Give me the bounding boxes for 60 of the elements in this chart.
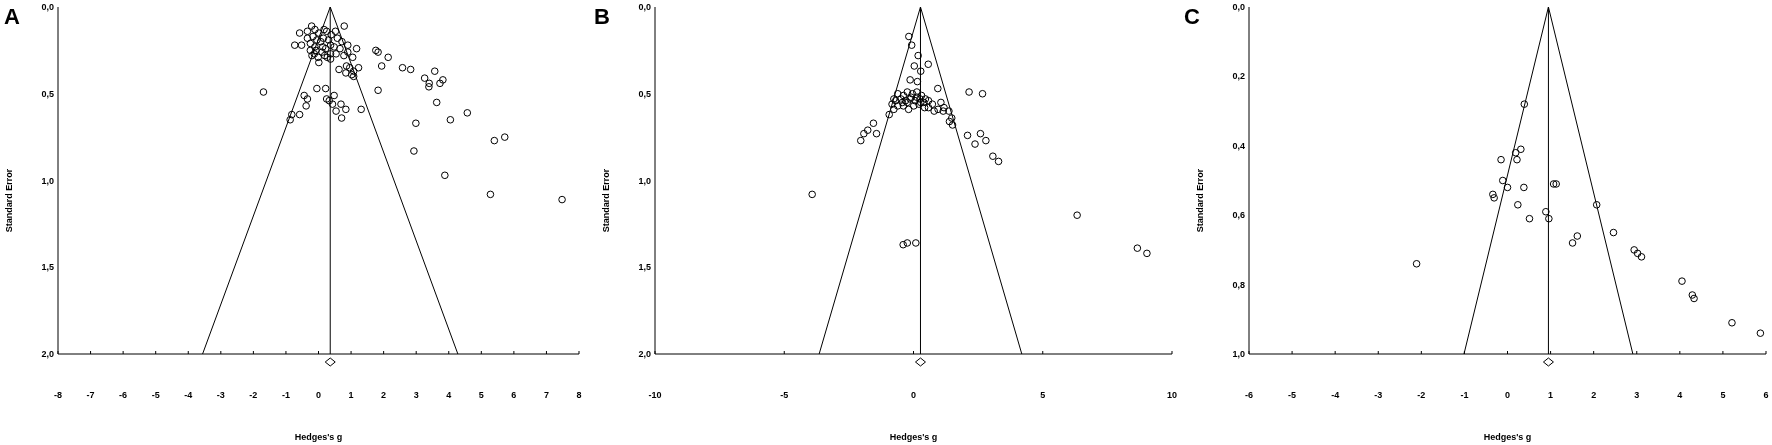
x-tick-label: 1	[1548, 390, 1554, 400]
x-tick-label: 2	[381, 390, 387, 400]
y-axis-title: Standard Error	[1195, 168, 1205, 233]
x-tick-label: 5	[478, 390, 484, 400]
chart-title: C	[1184, 3, 1200, 29]
x-tick-label: -5	[780, 390, 789, 400]
x-tick-label: -3	[216, 390, 225, 400]
y-tick-label: 1,0	[638, 175, 651, 186]
x-tick-label: 10	[1166, 390, 1178, 400]
y-tick-label: 1,5	[638, 262, 651, 273]
y-tick-label: 0,2	[1232, 71, 1245, 82]
x-tick-label: -2	[1417, 390, 1426, 400]
x-tick-label: 0	[910, 390, 917, 400]
y-tick-label: 0,8	[1232, 279, 1245, 290]
x-tick-label: 4	[446, 390, 452, 400]
y-tick-label: 2,0	[41, 349, 54, 359]
x-tick-label: -7	[86, 390, 95, 400]
x-tick-label: -6	[1244, 390, 1254, 400]
x-tick-label: 5	[1040, 390, 1046, 400]
y-tick-label: 1,0	[41, 175, 54, 186]
x-tick-label: 5	[1720, 390, 1726, 400]
x-tick-label: -1	[281, 390, 290, 400]
y-tick-label: 1,0	[1232, 349, 1245, 359]
x-tick-label: 6	[511, 390, 517, 400]
x-tick-label: 0	[315, 390, 322, 400]
y-tick-label: 0,0	[1232, 2, 1245, 12]
chart-title: B	[594, 3, 610, 29]
x-tick-label: -10	[648, 390, 662, 400]
y-tick-label: 0,0	[41, 2, 54, 12]
y-tick-label: 1,5	[41, 262, 54, 273]
x-axis-title: Hedges's g	[1483, 431, 1532, 442]
x-tick-label: 1	[348, 390, 354, 400]
x-tick-label: 8	[576, 390, 582, 400]
y-tick-label: 2,0	[638, 349, 651, 359]
y-tick-label: 0,0	[638, 2, 651, 12]
x-tick-label: -6	[119, 390, 128, 400]
x-tick-label: 0	[1504, 390, 1511, 400]
x-tick-label: -1	[1460, 390, 1469, 400]
x-tick-label: 2	[1591, 390, 1597, 400]
x-tick-label: -5	[151, 390, 160, 400]
x-tick-label: 6	[1763, 390, 1769, 400]
x-tick-label: 3	[413, 390, 419, 400]
x-tick-label: 7	[543, 390, 549, 400]
y-tick-label: 0,4	[1232, 140, 1245, 151]
y-axis-title: Standard Error	[4, 168, 14, 233]
x-tick-label: -8	[53, 390, 63, 400]
chart-title: A	[4, 3, 20, 29]
x-axis-title: Hedges's g	[889, 431, 938, 442]
y-tick-label: 0,5	[41, 88, 54, 99]
x-tick-label: -4	[1331, 390, 1340, 400]
y-tick-label: 0,6	[1232, 210, 1245, 221]
x-tick-label: -4	[184, 390, 193, 400]
y-axis-title: Standard Error	[601, 168, 611, 233]
x-tick-label: -3	[1374, 390, 1383, 400]
x-tick-label: 4	[1677, 390, 1683, 400]
y-tick-label: 0,5	[638, 88, 651, 99]
x-axis-title: Hedges's g	[294, 431, 343, 442]
x-tick-label: 3	[1634, 390, 1640, 400]
x-tick-label: -5	[1288, 390, 1297, 400]
x-tick-label: -2	[249, 390, 258, 400]
